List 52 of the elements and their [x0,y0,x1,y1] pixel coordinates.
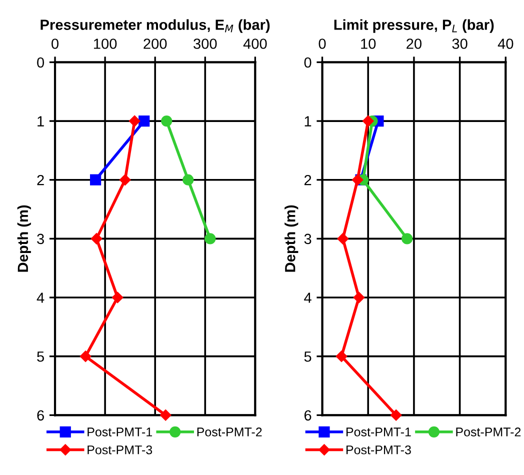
point [352,174,364,186]
x-axis-title: Pressuremeter modulus, E$_{M}$ (bar) [40,19,270,33]
x-axis-title: Limit pressure, P$_{L}$ (bar) [334,19,494,33]
legend-label: Post-PMT-1 [346,428,411,436]
y-tick-label: 5 [37,352,44,362]
legend-label: Post-PMT-3 [346,445,411,454]
point [90,233,102,244]
point [337,233,348,244]
y-tick-label: 5 [304,352,312,362]
point [204,233,216,244]
point [362,115,374,127]
y-tick-label: 2 [37,174,44,186]
point [112,292,124,304]
point [138,115,150,127]
y-tick-label: 4 [36,292,44,303]
x-tick-label: 40 [498,38,514,49]
y-axis-title: Depth (m) [284,205,298,272]
point [160,410,172,421]
legend-label: Post-PMT-3 [88,445,152,454]
y-tick-label: 1 [304,116,312,126]
y-tick-label: 0 [37,57,44,68]
x-tick-label: 0 [52,38,59,49]
point [80,350,92,362]
y-tick-label: 0 [304,57,312,68]
y-tick-label: 6 [304,410,312,421]
y-tick-label: 1 [38,116,44,126]
y-tick-label: 3 [304,234,312,244]
x-tick-label: 20 [406,38,422,49]
point [402,233,413,244]
point [161,115,172,127]
x-tick-label: 300 [194,38,217,49]
y-tick-label: 3 [37,234,44,244]
x-tick-label: 200 [144,38,167,49]
legend-label: Post-PMT-2 [197,428,262,436]
y-tick-label: 4 [304,292,312,303]
x-tick-label: 100 [94,38,117,49]
y-tick-label: 6 [37,410,44,421]
point [353,292,365,304]
x-tick-label: 30 [452,38,468,49]
y-tick-label: 2 [304,174,312,186]
point [128,115,140,127]
point [390,410,402,421]
point [182,174,194,186]
x-tick-label: 10 [361,38,376,49]
point [90,174,102,186]
x-tick-label: 400 [243,38,267,49]
y-axis-title: Depth (m) [17,205,31,272]
legend-label: Post-PMT-1 [88,428,152,436]
point [336,350,348,362]
legend-label: Post-PMT-2 [456,428,521,436]
point [119,174,131,186]
x-tick-label: 0 [318,38,326,49]
